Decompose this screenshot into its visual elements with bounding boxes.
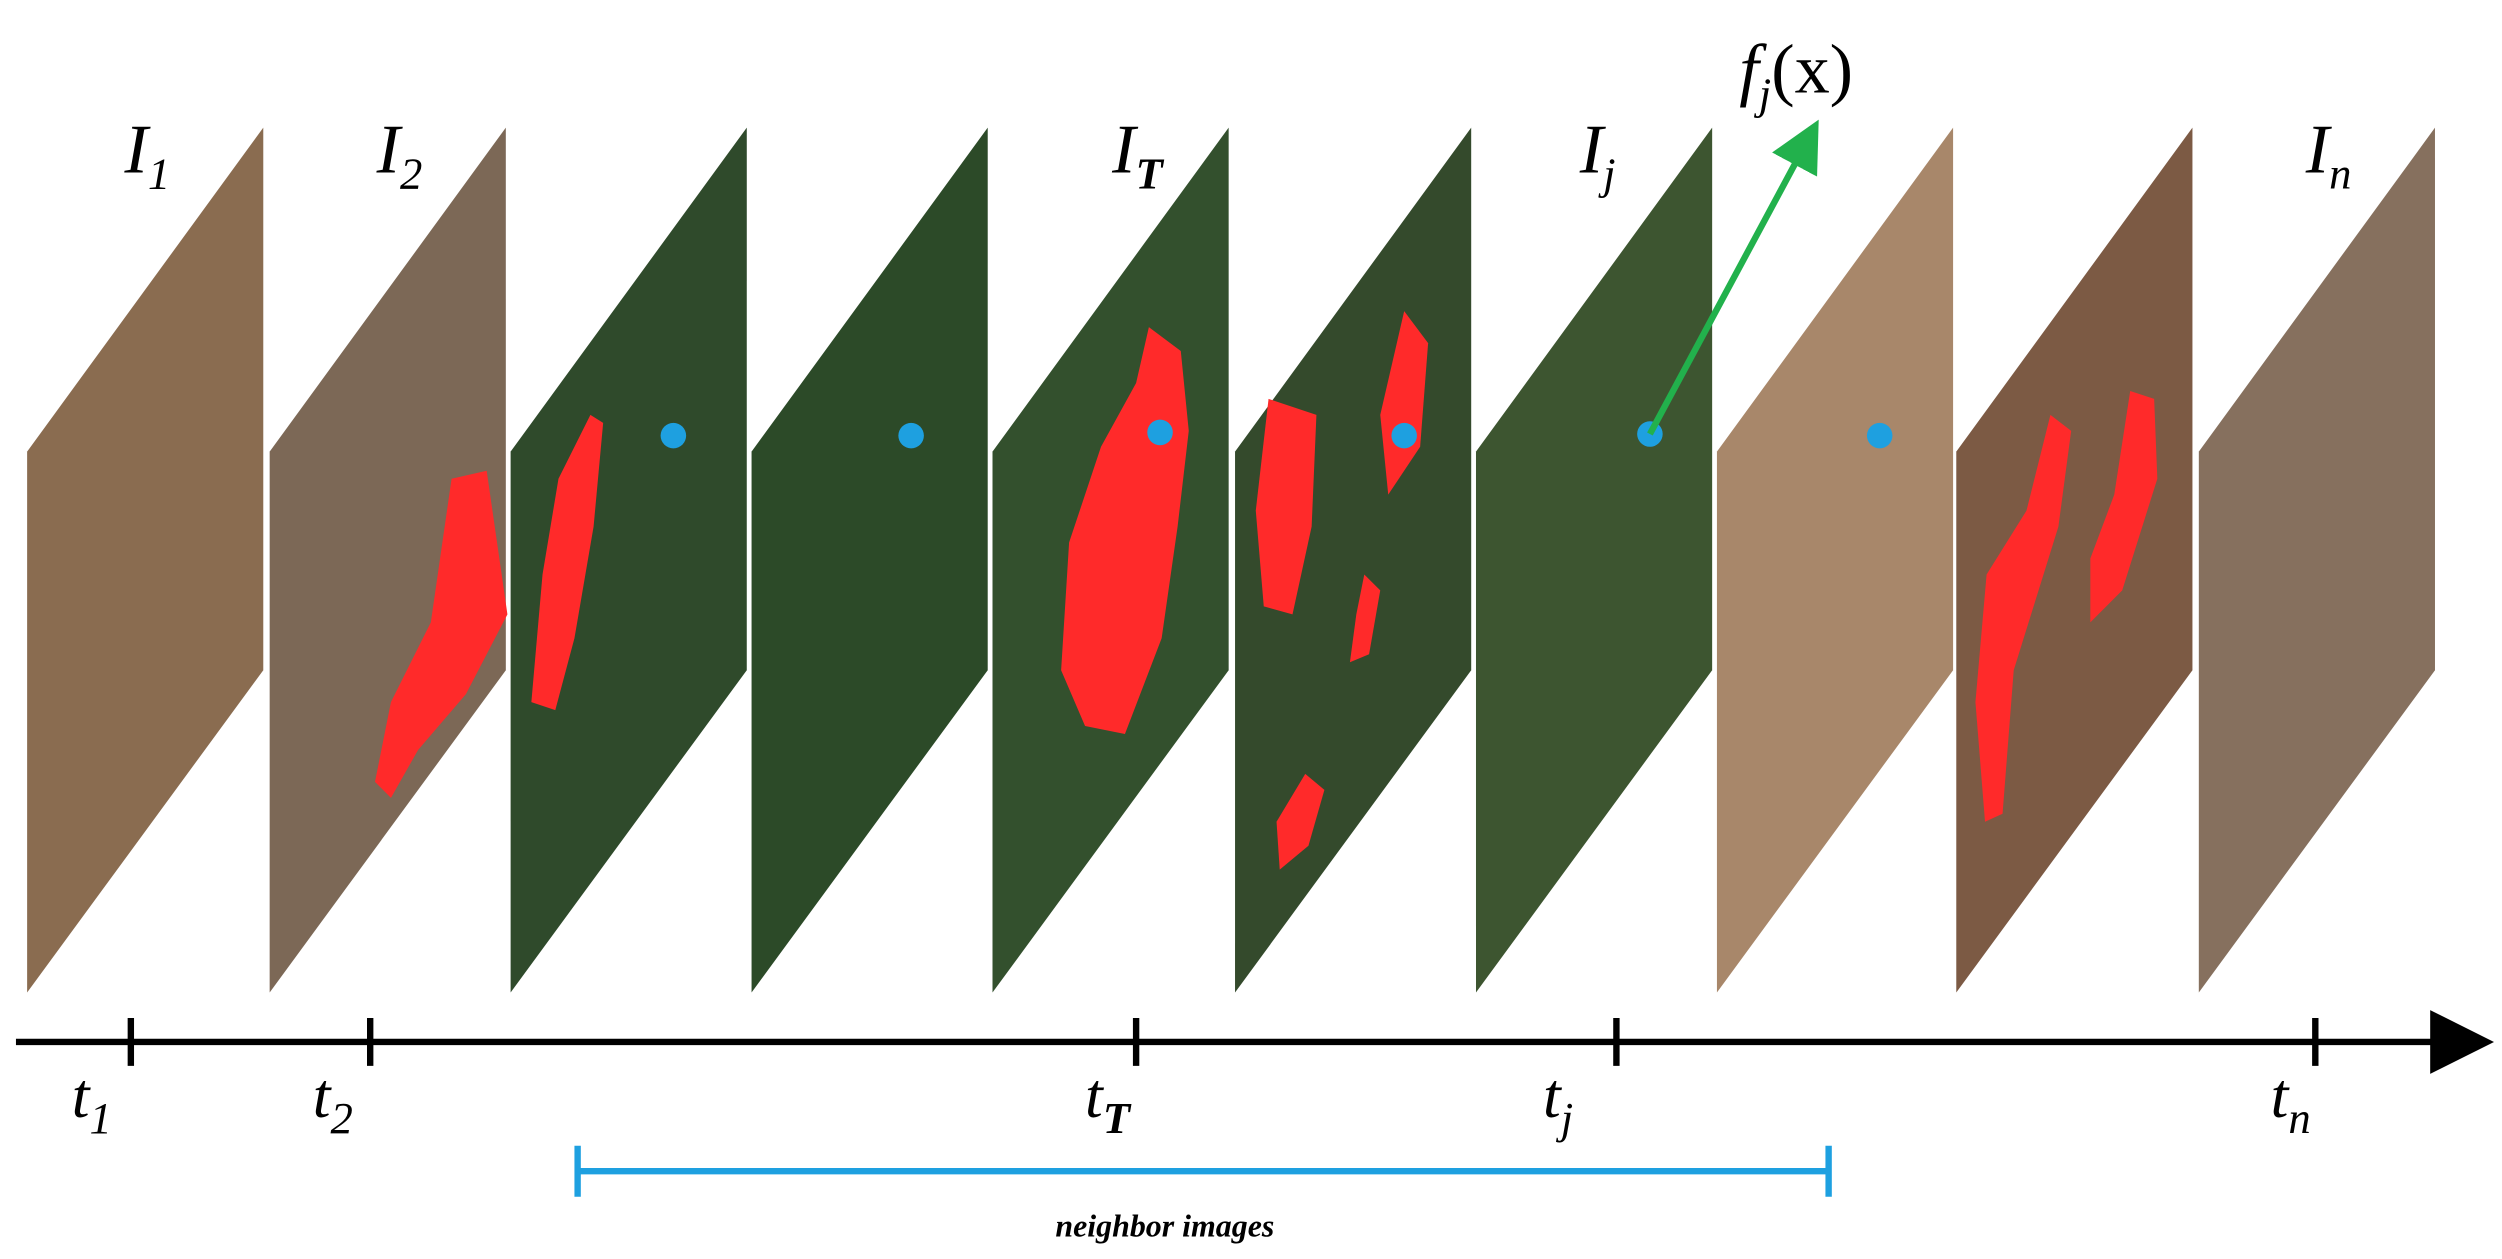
segmentation-mask (374, 470, 508, 798)
image-label-sub: 2 (400, 148, 422, 198)
image-label-main: I (123, 110, 151, 188)
pixel-point (1866, 422, 1893, 449)
image-frame (2198, 127, 2435, 993)
time-label-main: t (1543, 1060, 1562, 1131)
image-stack (27, 127, 2435, 993)
segmentation-mask (531, 414, 604, 711)
image-label-sub: j (1598, 148, 1615, 198)
bracket-label: neighbor images (1055, 1209, 1274, 1244)
image-label-main: I (1579, 110, 1607, 188)
image-frame (1956, 127, 2193, 993)
segmentation-mask (1349, 574, 1381, 663)
image-label-sub: T (1136, 148, 1165, 198)
image-label: Ij (1579, 110, 1616, 198)
segmentation-mask (2090, 390, 2158, 623)
time-label: tT (1085, 1060, 1132, 1143)
axis-ticks (127, 1018, 2319, 1066)
segmentation-mask (1255, 398, 1317, 615)
image-label-sub: 1 (148, 148, 170, 198)
time-label: t1 (72, 1060, 112, 1143)
pixel-point (1391, 422, 1417, 449)
time-label-main: t (1085, 1060, 1104, 1131)
time-label-sub: T (1103, 1093, 1132, 1143)
time-label: t2 (313, 1060, 353, 1143)
segmentation-mask (1380, 311, 1429, 495)
time-label-main: t (72, 1060, 91, 1131)
image-label: In (2305, 110, 2352, 198)
time-label-main: t (313, 1060, 332, 1131)
image-frame (1716, 127, 1954, 993)
feature-arrow (1647, 119, 1819, 436)
time-label-sub: 1 (90, 1093, 112, 1143)
time-label-sub: 2 (330, 1093, 352, 1143)
feature-label-sub: j (1754, 69, 1771, 119)
time-label-sub: n (2288, 1093, 2310, 1143)
pixel-point (1147, 419, 1173, 446)
image-frame (510, 127, 747, 993)
image-label-main: I (376, 110, 404, 188)
image-frame (27, 127, 264, 993)
feature-label-arg: (x) (1771, 31, 1853, 109)
time-label-main: t (2271, 1060, 2290, 1131)
image-label: I2 (376, 110, 423, 198)
segmentation-mask (1276, 773, 1325, 870)
segmentation-mask (1975, 414, 2072, 822)
image-frame (751, 127, 988, 993)
time-label-sub: j (1556, 1093, 1573, 1143)
image-label-sub: n (2329, 148, 2351, 198)
time-label: tn (2271, 1060, 2311, 1143)
image-label-main: I (2305, 110, 2333, 188)
pixel-point (660, 422, 687, 449)
image-frame (1475, 127, 1713, 993)
image-label: I1 (123, 110, 170, 198)
time-label: tj (1543, 1060, 1573, 1143)
pixel-point (898, 422, 924, 449)
image-label: IT (1111, 110, 1164, 198)
image-frame (269, 127, 506, 993)
neighbor-bracket (574, 1145, 1832, 1197)
image-label-main: I (1111, 110, 1139, 188)
feature-label: fj(x) (1739, 31, 1853, 119)
